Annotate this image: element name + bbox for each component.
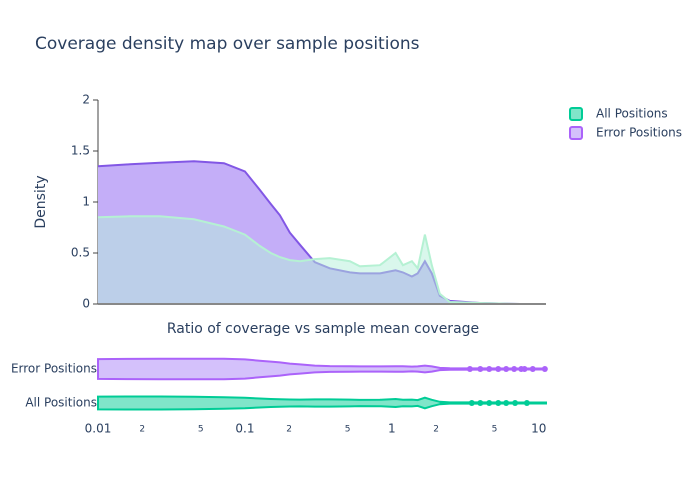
legend-label: Error Positions bbox=[596, 126, 682, 140]
outlier bbox=[521, 366, 528, 372]
outlier bbox=[523, 400, 530, 406]
x-tick-label: 5 bbox=[345, 425, 351, 435]
y-tick-label: 2 bbox=[82, 93, 90, 107]
outlier bbox=[486, 400, 493, 406]
outlier bbox=[477, 400, 484, 406]
outlier bbox=[511, 366, 518, 372]
outlier bbox=[477, 366, 484, 372]
x-tick-label: 0.1 bbox=[235, 422, 254, 436]
outlier bbox=[529, 366, 536, 372]
x-axis-label: Ratio of coverage vs sample mean coverag… bbox=[167, 321, 479, 337]
legend-label: All Positions bbox=[596, 107, 668, 121]
outlier bbox=[503, 400, 510, 406]
legend-swatch bbox=[569, 107, 583, 121]
chart-title: Coverage density map over sample positio… bbox=[35, 34, 420, 54]
outlier bbox=[466, 366, 473, 372]
y-tick-label: 1 bbox=[82, 195, 90, 209]
density-line bbox=[97, 215, 546, 305]
category-label: All Positions bbox=[25, 396, 97, 410]
x-tick-label: 2 bbox=[286, 425, 292, 435]
x-tick-label: 1 bbox=[388, 422, 396, 436]
outlier bbox=[495, 366, 502, 372]
outlier bbox=[541, 366, 548, 372]
outlier bbox=[503, 366, 510, 372]
violin bbox=[97, 395, 547, 411]
legend-swatch bbox=[569, 126, 583, 140]
x-tick-label: 2 bbox=[139, 425, 145, 435]
x-tick-label: 10 bbox=[531, 422, 546, 436]
x-tick-label: 5 bbox=[198, 425, 204, 435]
y-tick-label: 1.5 bbox=[71, 144, 90, 158]
outlier bbox=[486, 366, 493, 372]
x-tick-label: 5 bbox=[492, 425, 498, 435]
outlier bbox=[468, 400, 475, 406]
category-label: Error Positions bbox=[11, 362, 97, 376]
y-axis-label: Density bbox=[33, 175, 49, 228]
area bbox=[98, 216, 546, 304]
y-tick-label: 0.5 bbox=[71, 246, 90, 260]
outlier bbox=[495, 400, 502, 406]
y-tick-label: 0 bbox=[82, 297, 90, 311]
x-tick-label: 0.01 bbox=[85, 422, 112, 436]
outlier bbox=[512, 400, 519, 406]
x-tick-label: 2 bbox=[433, 425, 439, 435]
